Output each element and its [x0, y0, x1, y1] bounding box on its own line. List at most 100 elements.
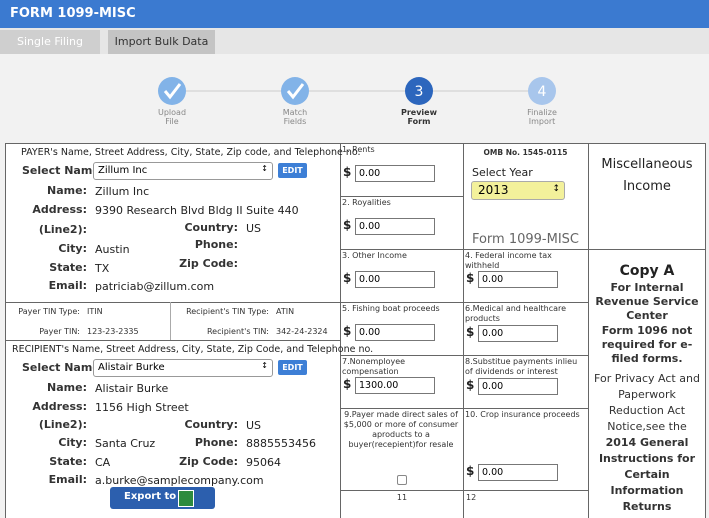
- value: 1156 High Street: [95, 401, 189, 414]
- divider: [170, 302, 171, 340]
- title-cell: [588, 143, 706, 250]
- text: Fields: [283, 117, 307, 126]
- value: 123-23-2335: [87, 327, 139, 336]
- checkbox[interactable]: [397, 475, 407, 485]
- label: Country:: [184, 418, 238, 431]
- box-label: 12: [466, 493, 477, 502]
- note: Form 1096 not required for e-filed forms…: [601, 324, 693, 365]
- text: Preview: [400, 108, 437, 117]
- form-box: [340, 490, 464, 518]
- section-heading: RECIPIENT's Name, Street Address, City, …: [12, 344, 374, 355]
- text: Import: [528, 117, 556, 126]
- label: Payer TIN:: [39, 327, 80, 336]
- amount-input[interactable]: 0.00: [355, 165, 435, 182]
- label: Name:: [47, 381, 87, 394]
- edit-button[interactable]: EDIT: [278, 163, 307, 178]
- page-title: FORM 1099-MISC: [10, 6, 136, 21]
- currency: $: [343, 324, 352, 338]
- amount-input[interactable]: 0.00: [478, 464, 558, 481]
- check-icon: [286, 83, 305, 100]
- check-icon: [163, 83, 182, 100]
- select-arrow: ↕: [261, 361, 268, 370]
- step-circle: [281, 77, 309, 105]
- amount-input[interactable]: 0.00: [478, 325, 558, 342]
- amount-input[interactable]: 0.00: [355, 218, 435, 235]
- box-label: 4. Federal income tax withheld: [465, 251, 552, 270]
- notice: For Privacy Act and Paperwork Reduction …: [592, 371, 702, 515]
- text: Alistair Burke: [98, 362, 165, 373]
- value: ITIN: [87, 307, 103, 316]
- excel-icon: [178, 490, 194, 507]
- currency: $: [466, 378, 475, 392]
- box-label: 5. Fishing boat proceeds: [342, 304, 440, 313]
- tab[interactable]: Import Bulk Data: [108, 30, 215, 54]
- tab[interactable]: Single Filing: [0, 30, 100, 54]
- text: File: [165, 117, 179, 126]
- text: Form: [407, 117, 431, 126]
- amount-input[interactable]: 0.00: [355, 271, 435, 288]
- step-circle: [528, 77, 556, 105]
- label: Select Name:: [22, 164, 105, 177]
- step-number: 3: [415, 84, 424, 100]
- select-arrow: ↕: [261, 164, 268, 173]
- omb-number: OMB No. 1545-0115: [483, 148, 568, 157]
- stepper: 3 4: [158, 77, 556, 105]
- label: Email:: [48, 279, 87, 292]
- currency: $: [466, 325, 475, 339]
- box-label: 9.Payer made direct sales of $5,000 or m…: [343, 410, 459, 449]
- label: Recipient's TIN:: [206, 327, 269, 336]
- amount-input[interactable]: 0.00: [355, 324, 435, 341]
- select-arrow: ↕: [552, 184, 560, 194]
- label: Address:: [32, 203, 87, 216]
- form-name: Form 1099-MISC: [471, 232, 580, 247]
- currency: $: [343, 377, 352, 391]
- label: (Line2):: [38, 418, 87, 431]
- box-label: 7.Nonemployee compensation: [342, 357, 406, 376]
- label: Name:: [47, 184, 87, 197]
- edit-button[interactable]: EDIT: [278, 360, 307, 375]
- step-label: Upload File: [142, 108, 202, 126]
- currency: $: [343, 271, 352, 285]
- step-circle: [405, 77, 433, 105]
- text: 2014 General Instructions for Certain In…: [598, 436, 696, 513]
- amount-input[interactable]: 0.00: [478, 271, 558, 288]
- box-label: 1. Rents: [342, 145, 375, 154]
- value: CA: [95, 456, 111, 469]
- currency: $: [343, 165, 352, 179]
- label: Recipient's TIN Type:: [186, 307, 269, 316]
- value: 95064: [246, 456, 281, 469]
- form-box: [463, 490, 589, 518]
- label: Select Year: [472, 166, 533, 179]
- currency: $: [343, 218, 352, 232]
- label: Zip Code:: [179, 455, 238, 468]
- label: Country:: [184, 221, 238, 234]
- value: Zillum Inc: [95, 185, 150, 198]
- recipient-select[interactable]: Alistair Burke ↕: [93, 359, 273, 377]
- section-heading: PAYER's Name, Street Address, City, Stat…: [21, 147, 361, 158]
- currency: $: [466, 464, 475, 478]
- box-label: 10. Crop insurance proceeds: [465, 410, 580, 419]
- label: State:: [49, 261, 87, 274]
- value: a.burke@samplecompany.com: [95, 474, 264, 487]
- export-button[interactable]: Export to :: [110, 487, 215, 509]
- text: 2013: [478, 183, 509, 197]
- amount-input[interactable]: 0.00: [478, 378, 558, 395]
- step-label: Finalize Import: [512, 108, 572, 126]
- value: Austin: [95, 243, 130, 256]
- box-label: 11: [396, 493, 408, 502]
- form-title: Miscellaneous Income: [601, 157, 693, 194]
- amount-input[interactable]: 1300.00: [355, 377, 435, 394]
- step-number: 4: [538, 84, 547, 100]
- value: Alistair Burke: [95, 382, 169, 395]
- step-circle: [158, 77, 186, 105]
- value: 342-24-2324: [276, 327, 328, 336]
- payer-select[interactable]: Zillum Inc ↕: [93, 162, 273, 180]
- box-label: 2. Royalities: [342, 198, 391, 207]
- step-label: Match Fields: [265, 108, 325, 126]
- label: Phone:: [194, 436, 238, 449]
- year-select[interactable]: 2013 ↕: [471, 181, 565, 200]
- value: 8885553456: [246, 437, 316, 450]
- value: 9390 Research Blvd Bldg II Suite 440: [95, 204, 299, 217]
- label: Zip Code:: [179, 257, 238, 270]
- value: US: [246, 419, 262, 432]
